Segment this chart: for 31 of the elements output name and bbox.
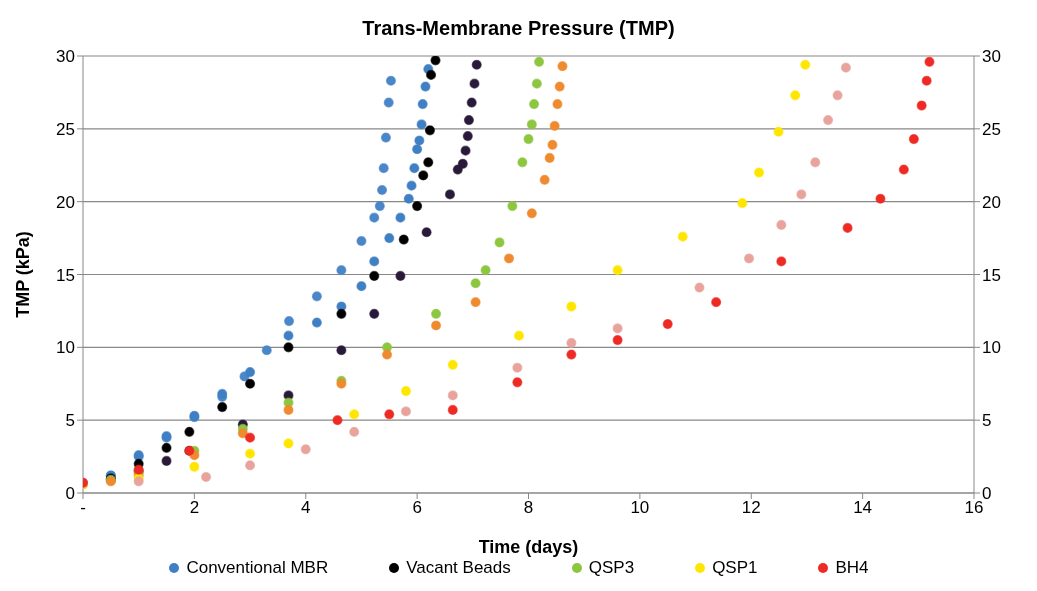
y2-tick-label: 25 (982, 119, 1001, 139)
y2-tick-label: 0 (982, 484, 992, 504)
legend-label: BH4 (834, 558, 869, 578)
legend-label: QSP1 (711, 558, 758, 578)
y-tick-label: 20 (56, 192, 75, 212)
x-tick-label: 6 (412, 498, 422, 518)
y2-tick-label: 30 (982, 47, 1001, 67)
x-tick-label: 2 (189, 498, 200, 518)
chart-title: Trans-Membrane Pressure (TMP) (361, 16, 676, 41)
x-axis-title: Time (days) (478, 537, 579, 557)
x-tick-label: 4 (301, 498, 311, 518)
x-tick-label: 12 (741, 498, 761, 518)
y2-tick-label: 20 (982, 192, 1001, 212)
x-tick-label: 16 (964, 498, 984, 518)
y2-tick-label: 10 (982, 338, 1001, 358)
y-tick-label: 0 (65, 484, 75, 504)
y2-tick-label: 15 (982, 265, 1001, 285)
y2-tick-label: 5 (982, 411, 992, 431)
x-tick-label: 8 (523, 498, 534, 518)
y-tick-label: 25 (56, 119, 75, 139)
y-tick-label: 5 (65, 411, 75, 431)
x-tick-label: 14 (853, 498, 873, 518)
legend-label: QSP3 (587, 558, 635, 578)
x-tick-label: - (80, 498, 86, 518)
y-axis-title: TMP (kPa) (13, 231, 34, 318)
y-tick-label: 30 (56, 47, 75, 67)
y-tick-label: 15 (56, 265, 75, 285)
legend-label: Vacant Beads (405, 558, 511, 578)
legend-label: Conventional MBR (185, 558, 329, 578)
x-tick-label: 10 (630, 498, 650, 518)
y-tick-label: 10 (56, 338, 75, 358)
